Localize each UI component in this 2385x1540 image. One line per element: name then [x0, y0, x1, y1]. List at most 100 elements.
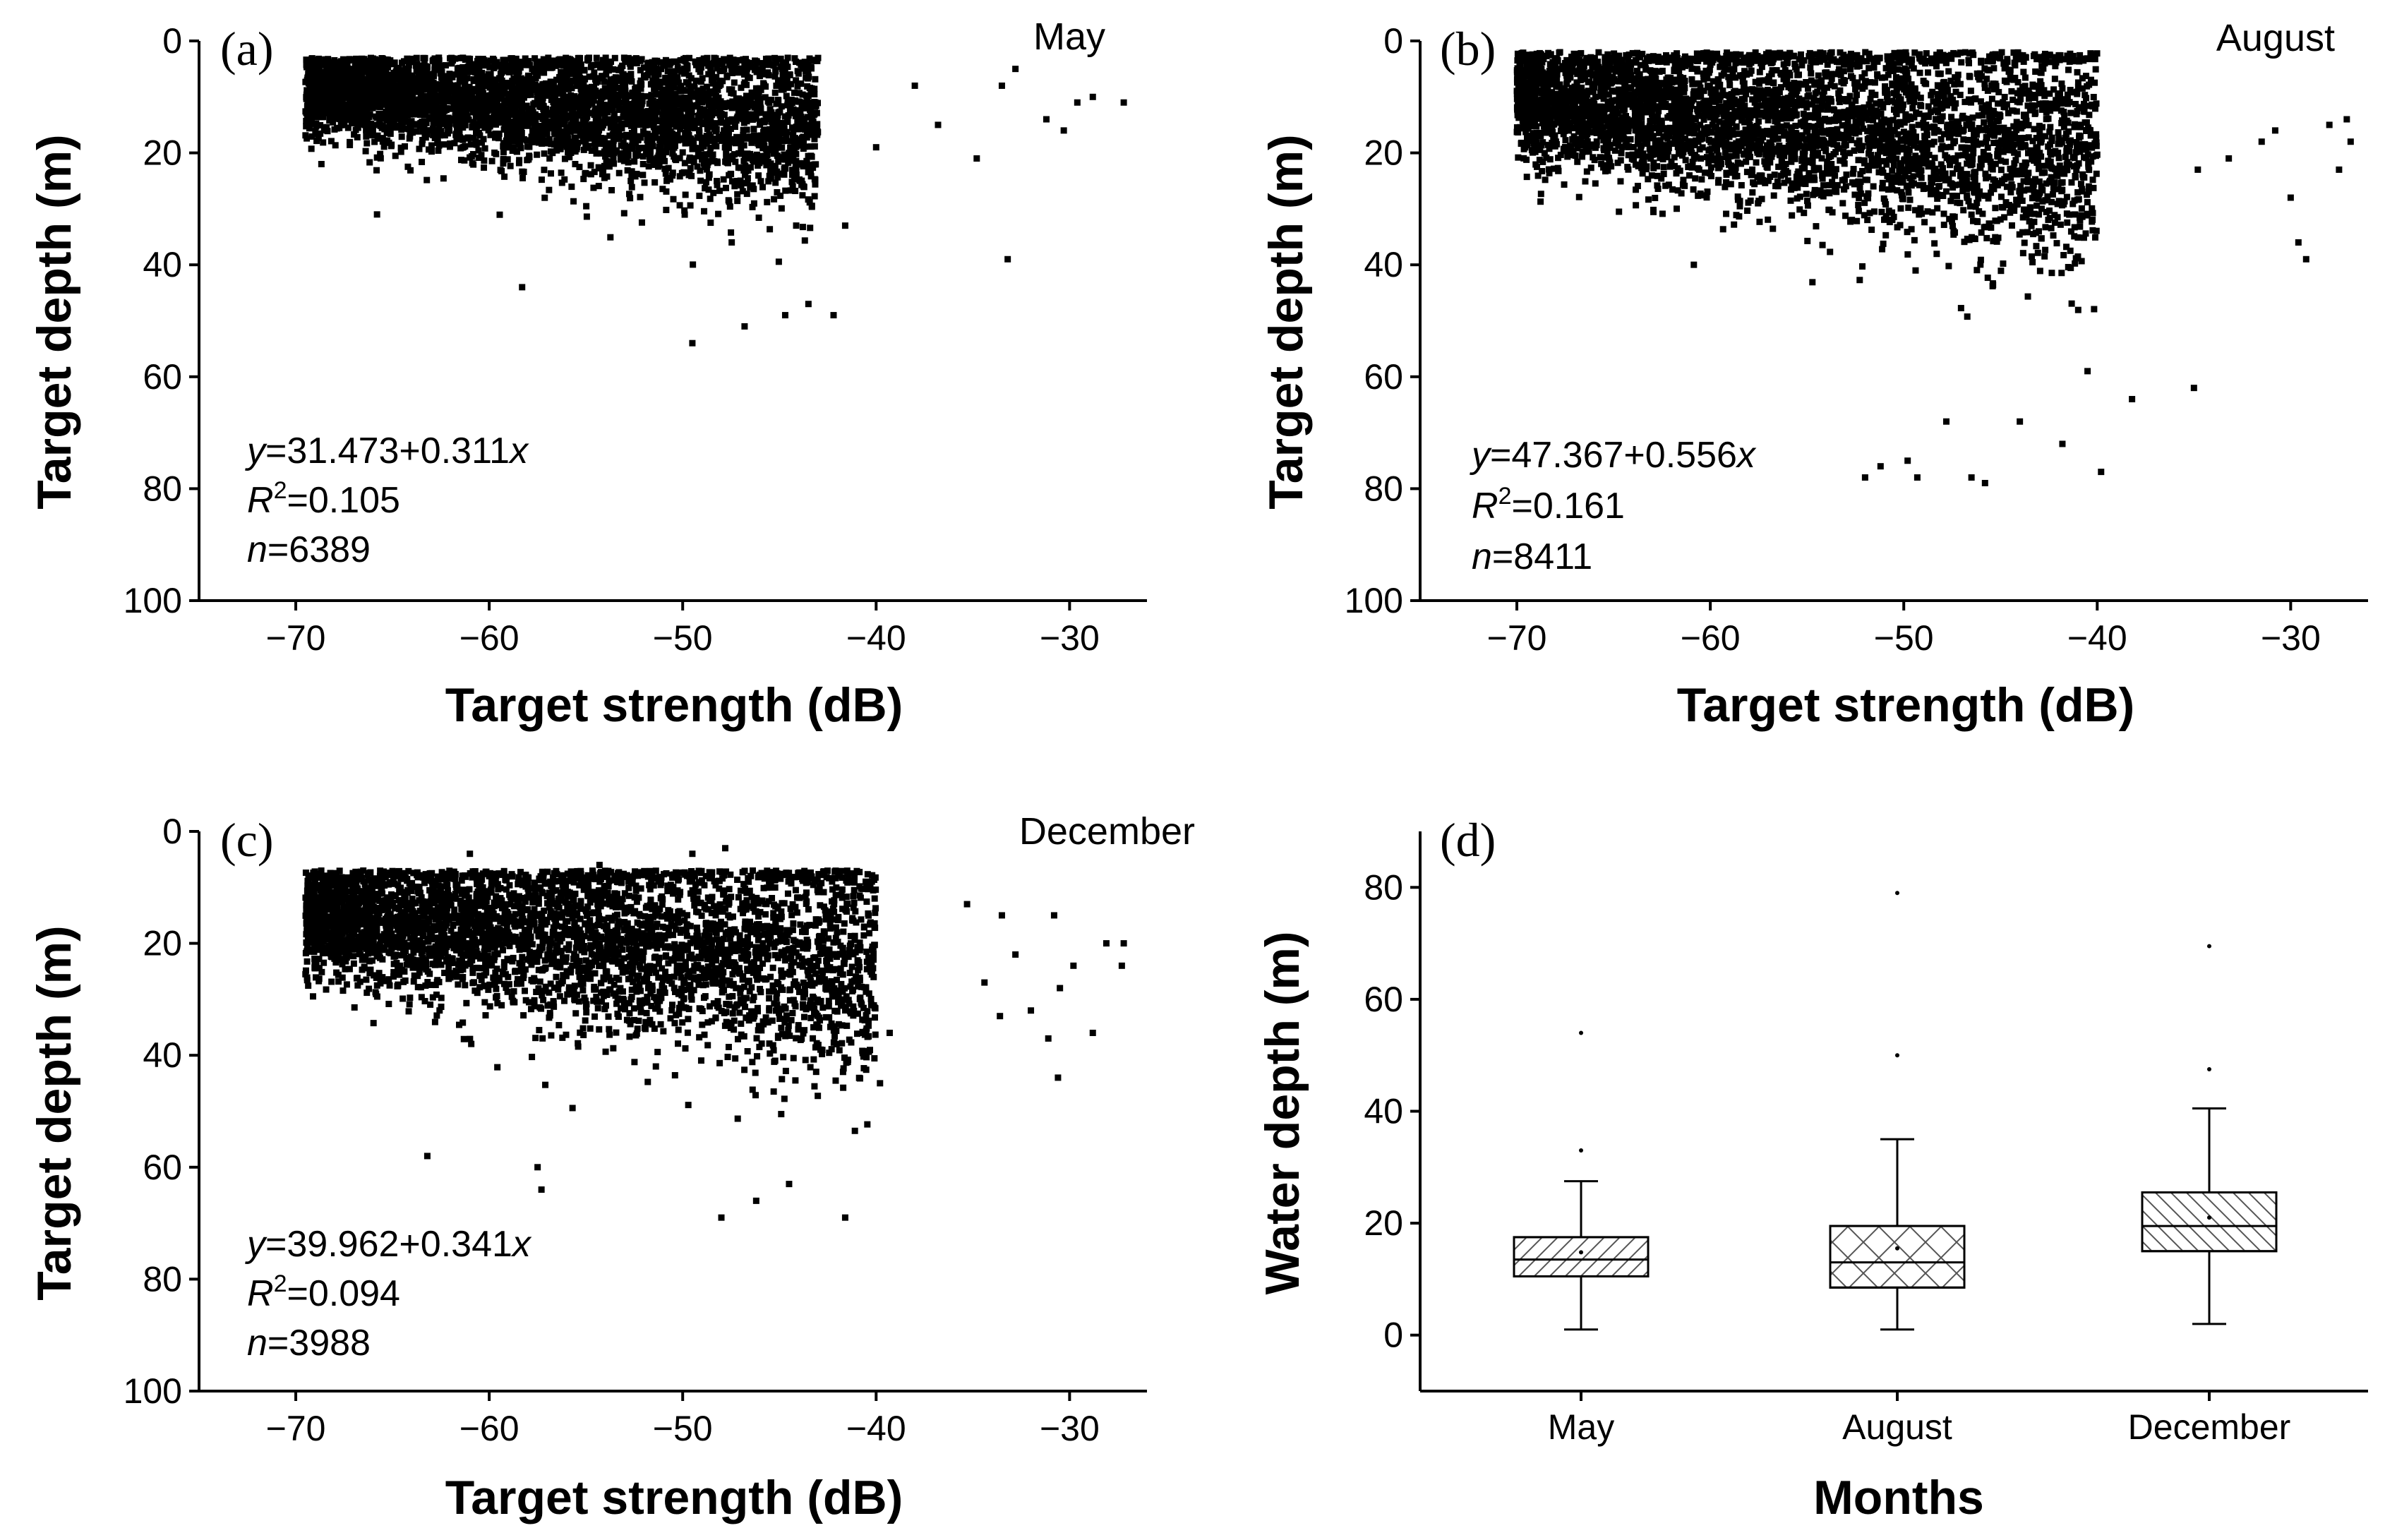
data-point: [740, 56, 747, 63]
data-point: [653, 73, 660, 80]
data-point: [791, 146, 798, 153]
data-point: [436, 121, 443, 128]
data-point: [352, 60, 359, 67]
data-point: [774, 189, 781, 196]
data-point: [705, 71, 712, 78]
data-point: [1787, 197, 1794, 204]
data-point: [306, 68, 313, 76]
data-point: [774, 112, 781, 119]
data-point: [783, 92, 790, 100]
data-point: [407, 104, 414, 111]
data-point: [411, 86, 418, 93]
data-point: [2089, 205, 2096, 212]
data-point: [419, 158, 426, 165]
panel-b-points: [1513, 49, 2354, 486]
data-point: [534, 72, 541, 79]
data-point: [779, 59, 786, 66]
data-point: [585, 102, 592, 109]
data-point: [661, 118, 668, 125]
data-point: [577, 85, 584, 92]
data-point: [674, 74, 681, 81]
data-point: [768, 136, 775, 143]
data-point: [340, 109, 347, 116]
data-point: [703, 151, 710, 158]
data-point: [428, 76, 435, 83]
y-tick-label: 80: [143, 469, 182, 508]
data-point: [695, 152, 702, 160]
data-point: [496, 76, 503, 83]
data-point: [789, 183, 796, 190]
data-point: [618, 120, 625, 127]
data-point: [316, 74, 323, 81]
data-point: [697, 145, 704, 152]
data-point: [645, 163, 652, 170]
data-point: [555, 128, 563, 136]
data-point: [776, 131, 783, 138]
data-point: [783, 154, 791, 161]
data-point: [676, 136, 683, 143]
data-point: [509, 136, 516, 143]
data-point: [442, 81, 449, 88]
data-point: [417, 112, 424, 119]
data-point: [798, 121, 805, 128]
data-point: [805, 301, 812, 308]
data-point: [685, 110, 692, 117]
data-point: [523, 59, 530, 66]
data-point: [566, 127, 573, 134]
data-point: [583, 213, 590, 220]
data-point: [675, 79, 682, 86]
data-point: [1004, 255, 1011, 263]
data-point: [368, 120, 375, 127]
data-point: [587, 171, 594, 178]
data-point: [487, 94, 494, 101]
data-point: [1981, 119, 1988, 126]
data-point: [803, 131, 810, 138]
data-point: [656, 128, 663, 135]
data-point: [757, 178, 764, 185]
data-point: [712, 83, 719, 90]
data-point: [306, 72, 313, 79]
data-point: [514, 64, 521, 71]
data-point: [426, 114, 433, 121]
data-point: [741, 172, 748, 179]
data-point: [692, 77, 699, 84]
data-point: [677, 108, 684, 115]
data-point: [786, 150, 793, 157]
data-point: [753, 68, 760, 76]
data-point: [461, 82, 468, 89]
data-point: [543, 131, 551, 138]
data-point: [599, 73, 606, 80]
data-point: [475, 154, 482, 161]
panel-a-r2: R2=0.105: [247, 477, 400, 521]
data-point: [406, 135, 413, 142]
data-point: [784, 64, 791, 71]
data-point: [752, 85, 759, 92]
data-point: [726, 145, 733, 152]
data-point: [467, 141, 474, 148]
data-point: [607, 76, 614, 83]
data-point: [615, 94, 622, 101]
data-point: [472, 113, 479, 120]
data-point: [750, 158, 757, 165]
data-point: [392, 95, 399, 102]
data-point: [653, 108, 660, 115]
data-point: [709, 105, 716, 112]
x-tick-label: −70: [266, 618, 326, 658]
data-point: [356, 113, 364, 120]
data-point: [2008, 88, 2015, 95]
data-point: [732, 158, 739, 165]
data-point: [1060, 127, 1067, 134]
data-point: [503, 83, 510, 90]
data-point: [381, 93, 388, 100]
data-point: [711, 120, 719, 127]
data-point: [745, 167, 752, 174]
data-point: [789, 172, 796, 179]
data-point: [660, 129, 667, 136]
data-point: [714, 60, 721, 67]
data-point: [482, 121, 489, 128]
data-point: [481, 62, 488, 69]
data-point: [308, 97, 315, 104]
y-tick-label: 20: [143, 133, 182, 173]
data-point: [620, 143, 627, 150]
